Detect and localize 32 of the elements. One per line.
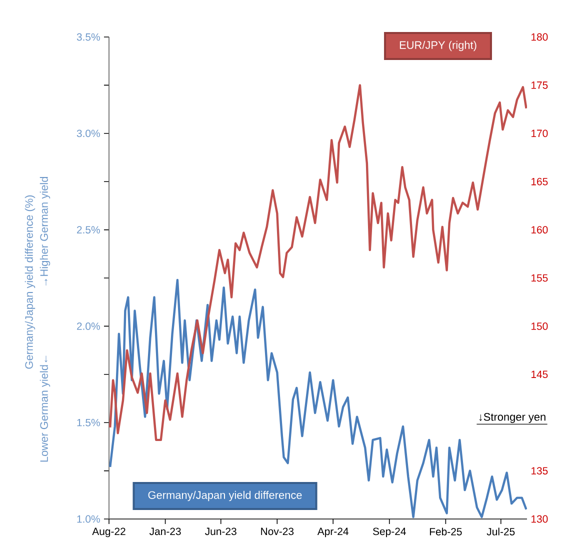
line-series bbox=[109, 84, 528, 442]
y2-tick-label: 130 bbox=[531, 515, 548, 523]
text: →Higher German yield bbox=[40, 176, 50, 286]
x-tick-label: Jul-25 bbox=[486, 528, 515, 536]
y2-tick-label: 145 bbox=[531, 370, 548, 378]
x-tick-label: Jan-23 bbox=[149, 528, 181, 536]
line-series bbox=[109, 278, 528, 518]
y2-tick-label: 160 bbox=[531, 226, 548, 234]
y2-tick-label: 165 bbox=[531, 178, 548, 186]
x-tick-label: Apr-24 bbox=[317, 528, 348, 538]
x-tick-label: Sep-24 bbox=[372, 528, 406, 538]
text: Germany/Japan yield difference bbox=[148, 490, 302, 502]
y-tick-label: 3.5% bbox=[76, 33, 100, 41]
text: Lower German yield← bbox=[40, 356, 50, 462]
x-tick-label: Jun-23 bbox=[205, 528, 236, 536]
y-tick-label: 2.5% bbox=[77, 226, 100, 234]
y-tick-label: 1.5% bbox=[77, 418, 100, 426]
x-tick-label: Nov-23 bbox=[261, 528, 294, 536]
y2-tick-label: 175 bbox=[531, 82, 548, 89]
y2-tick-label: 155 bbox=[531, 274, 548, 282]
y-tick-label: 1.0% bbox=[77, 515, 100, 523]
y2-tick-label: 170 bbox=[531, 130, 548, 138]
annotation: ↓Stronger yen bbox=[479, 413, 546, 423]
y-axis-title: Germany/Japan yield difference (%) bbox=[24, 195, 36, 369]
x-tick-label: Aug-22 bbox=[92, 528, 126, 538]
y-tick-label: 2.0% bbox=[77, 322, 100, 330]
text: EUR/JPY (right) bbox=[400, 40, 476, 52]
y2-tick-label: 180 bbox=[531, 33, 548, 41]
x-tick-label: Feb-25 bbox=[430, 528, 462, 536]
y2-tick-label: 150 bbox=[531, 322, 548, 330]
y-tick-label: 3.0% bbox=[76, 130, 100, 138]
y2-tick-label: 135 bbox=[531, 467, 548, 475]
